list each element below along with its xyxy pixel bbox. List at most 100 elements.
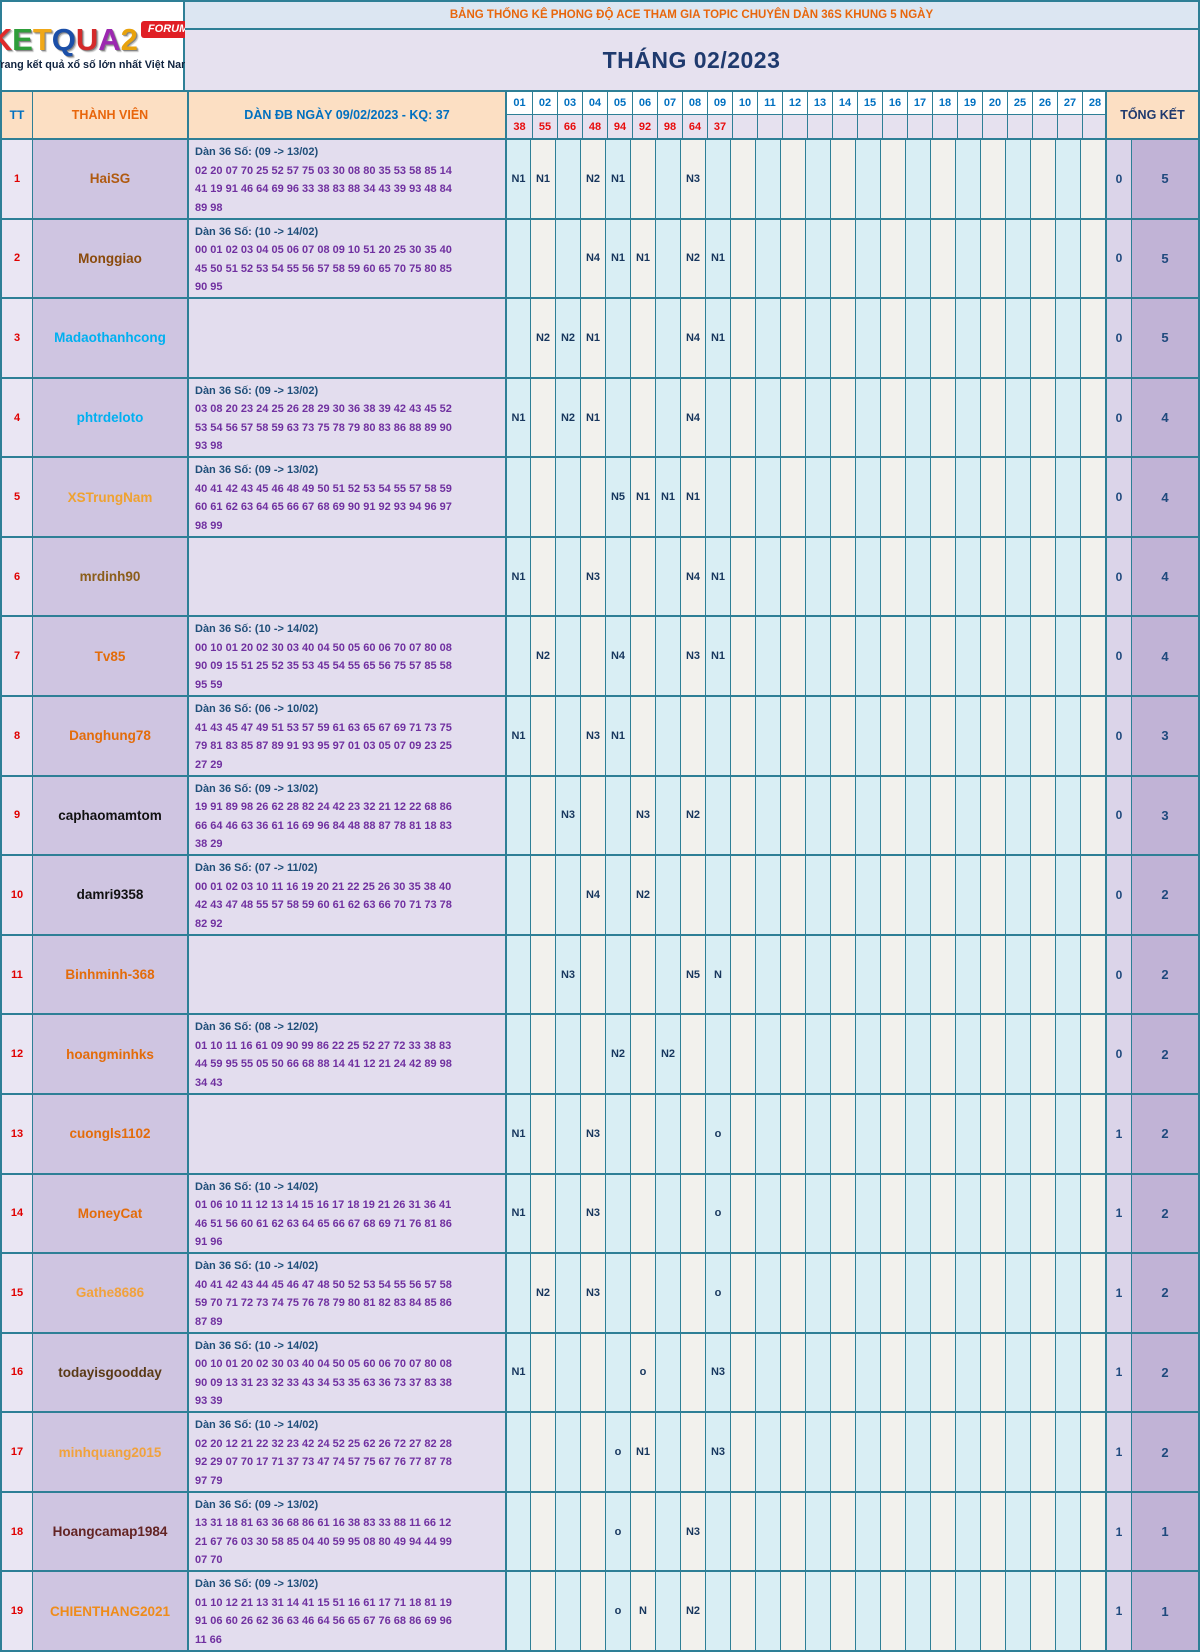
day-cell-19 [955, 776, 980, 855]
day-cell-11 [755, 935, 780, 1014]
member-name-link[interactable]: HaiSG [89, 171, 131, 187]
day-cell-19 [955, 1572, 980, 1650]
day-cell-04: N3 [580, 537, 605, 616]
member-name-link[interactable]: damri9358 [76, 887, 144, 903]
member-name-link[interactable]: Hoangcamap1984 [52, 1524, 168, 1540]
dan-line: 90 09 15 51 25 52 35 53 45 54 55 65 56 7… [195, 660, 452, 673]
member-name-link[interactable]: MoneyCat [77, 1205, 143, 1221]
ketqua2-logo[interactable]: KETQUA2 FORUM Trang kết quả xổ số lớn nhấ… [0, 2, 196, 90]
member-name-link[interactable]: cuongls1102 [69, 1126, 151, 1142]
day-cell-18 [930, 140, 955, 218]
member-name-link[interactable]: Madaothanhcong [54, 330, 166, 346]
day-cell-25 [1005, 299, 1030, 377]
day-cell-28 [1080, 1572, 1105, 1650]
dan-line: 53 54 56 57 58 59 63 73 75 78 79 80 83 8… [195, 421, 452, 434]
dan-numbers-cell: Dàn 36 Số: (09 -> 13/02) 01 10 12 21 13 3… [187, 1572, 505, 1650]
day-cell-19 [955, 537, 980, 616]
member-name-cell: Hoangcamap1984 [32, 1492, 187, 1571]
row-number: 5 [2, 458, 32, 536]
member-name-link[interactable]: Danghung78 [69, 728, 151, 744]
member-name-cell: Gathe8686 [32, 1254, 187, 1332]
day-cell-18 [930, 1333, 955, 1412]
column-header-row: TT THÀNH VIÊN DÀN ĐB NGÀY 09/02/2023 - K… [2, 92, 1198, 140]
member-row-Binhminh-368: 11 Binhminh-368 N3 N5 N 0 2 [2, 935, 1198, 1016]
day-cell-14 [830, 299, 855, 377]
day-cell-09: o [705, 1254, 730, 1332]
day-cell-12 [780, 1094, 805, 1173]
day-cell-09 [705, 856, 730, 934]
dan-numbers-cell [187, 1094, 505, 1173]
day-cell-17 [905, 697, 930, 775]
member-name-link[interactable]: XSTrungNam [67, 489, 153, 505]
day-cell-09 [705, 458, 730, 536]
tongket-win: 2 [1131, 856, 1198, 934]
day-cell-17 [905, 1413, 930, 1491]
tongket-miss: 0 [1105, 140, 1131, 218]
day-cell-11 [755, 1413, 780, 1491]
day-cell-16 [880, 1015, 905, 1093]
day-cell-28 [1080, 935, 1105, 1014]
tongket-win: 2 [1131, 1413, 1198, 1491]
member-name-cell: phtrdeloto [32, 378, 187, 457]
day-cell-13 [805, 1492, 830, 1571]
day-cell-09: o [705, 1174, 730, 1253]
day-cell-16 [880, 378, 905, 457]
day-result-18 [932, 115, 957, 138]
day-cell-01 [505, 776, 530, 855]
day-cell-18 [930, 1492, 955, 1571]
member-name-link[interactable]: Binhminh-368 [65, 967, 155, 983]
day-cell-01 [505, 935, 530, 1014]
dan-line: 92 29 07 70 17 71 37 73 47 74 57 75 67 7… [195, 1456, 452, 1469]
day-cell-10 [730, 1094, 755, 1173]
day-cell-07 [655, 219, 680, 298]
day-cell-04 [580, 1333, 605, 1412]
day-cell-18 [930, 1094, 955, 1173]
day-cell-18 [930, 1174, 955, 1253]
member-row-cuongls1102: 13 cuongls1102 N1 N3 o 1 2 [2, 1094, 1198, 1175]
day-cell-28 [1080, 537, 1105, 616]
day-cell-10 [730, 378, 755, 457]
day-cell-01: N1 [505, 537, 530, 616]
day-cell-06: o [630, 1333, 655, 1412]
day-result-12 [782, 115, 807, 138]
day-cell-27 [1055, 1333, 1080, 1412]
member-name-cell: MoneyCat [32, 1174, 187, 1253]
day-cell-15 [855, 378, 880, 457]
day-cell-01 [505, 1413, 530, 1491]
day-cell-15 [855, 219, 880, 298]
member-name-link[interactable]: Monggiao [78, 250, 142, 266]
day-cell-08: N2 [680, 776, 705, 855]
member-name-link[interactable]: Tv85 [94, 648, 126, 664]
day-cell-09: N1 [705, 219, 730, 298]
day-cell-03 [555, 1572, 580, 1650]
dan-line: 07 70 [195, 1554, 223, 1567]
member-name-link[interactable]: todayisgoodday [58, 1364, 162, 1380]
member-name-link[interactable]: CHIENTHANG2021 [49, 1603, 171, 1619]
day-cell-13 [805, 458, 830, 536]
day-cell-14 [830, 617, 855, 696]
member-name-link[interactable]: minhquang2015 [58, 1444, 162, 1460]
day-cell-27 [1055, 299, 1080, 377]
member-name-link[interactable]: caphaomamtom [58, 807, 162, 823]
day-cell-04 [580, 1015, 605, 1093]
day-columns-header: 01 02 03 04 05 06 07 08 09 10 11 12 13 14 15 16 17 18 19 20… [505, 92, 1107, 138]
dan-line: 41 19 91 46 64 69 96 33 38 83 88 34 43 3… [195, 183, 452, 195]
day-cell-01 [505, 856, 530, 934]
day-cell-26 [1030, 1094, 1055, 1173]
member-name-link[interactable]: mrdinh90 [79, 569, 141, 585]
day-cell-18 [930, 697, 955, 775]
day-cell-25 [1005, 1413, 1030, 1491]
day-cell-16 [880, 776, 905, 855]
day-cell-27 [1055, 1254, 1080, 1332]
dan-title: Dàn 36 Số: (09 -> 13/02) [195, 1498, 319, 1511]
member-name-link[interactable]: Gathe8686 [75, 1285, 145, 1301]
member-name-link[interactable]: hoangminhks [66, 1046, 154, 1062]
day-cell-09 [705, 776, 730, 855]
dan-line: 45 50 51 52 53 54 55 56 57 58 59 60 65 7… [195, 262, 452, 275]
member-name-link[interactable]: phtrdeloto [76, 410, 144, 426]
member-row-hoangminhks: 12 hoangminhks Dàn 36 Số: (08 -> 12/02) 01 … [2, 1015, 1198, 1095]
tongket-miss: 0 [1105, 697, 1131, 775]
day-cell-11 [755, 458, 780, 536]
day-cell-01 [505, 1572, 530, 1650]
day-cell-26 [1030, 1492, 1055, 1571]
